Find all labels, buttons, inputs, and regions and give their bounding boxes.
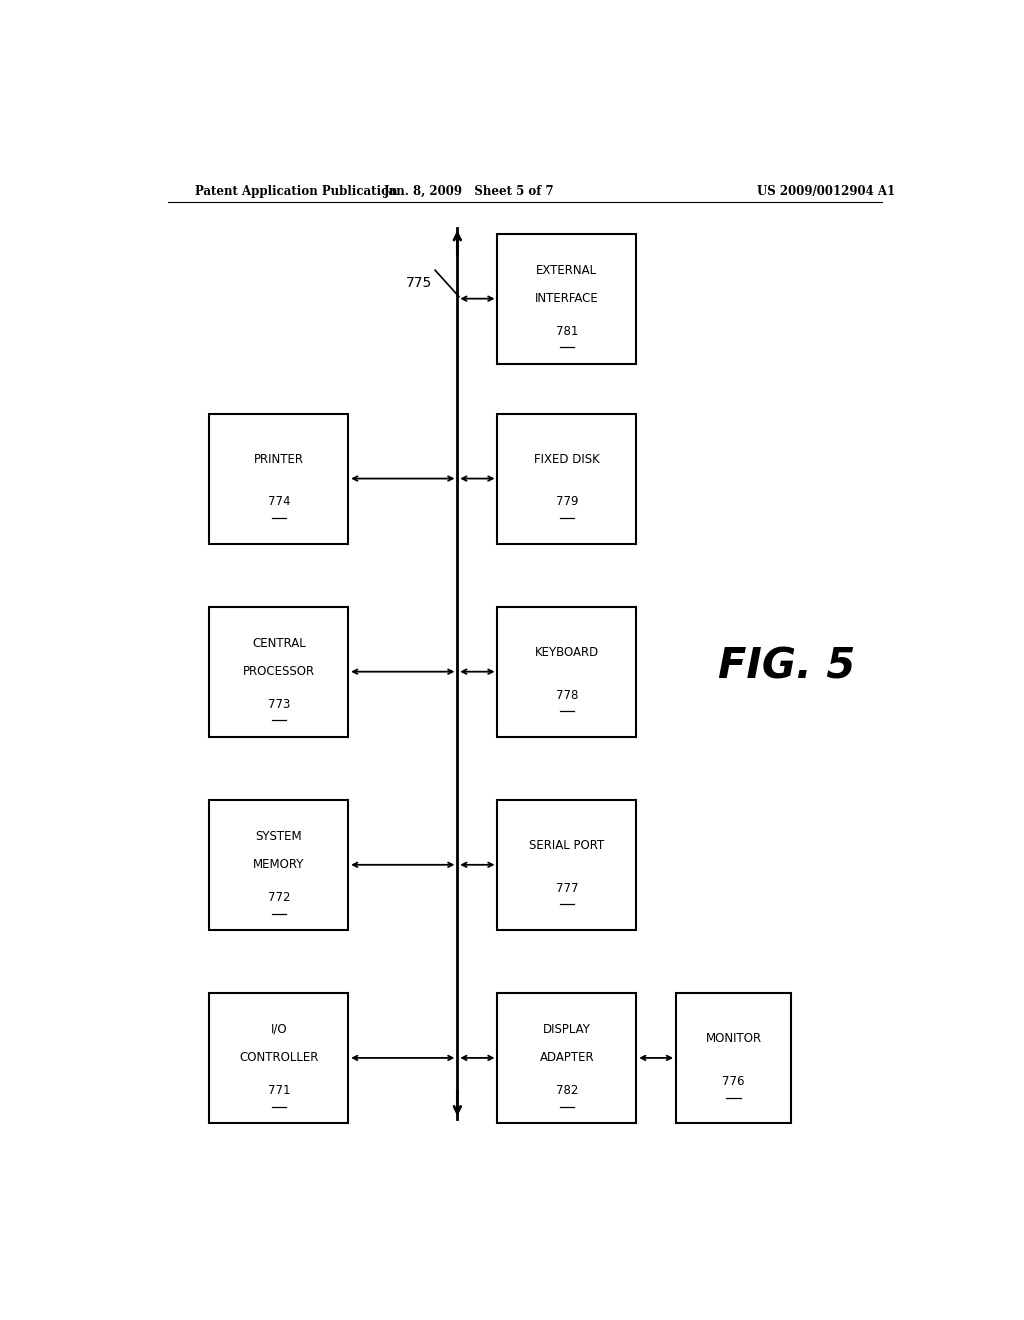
Text: FIXED DISK: FIXED DISK bbox=[534, 453, 600, 466]
Text: 782: 782 bbox=[556, 1084, 579, 1097]
Bar bbox=[498, 413, 636, 544]
Text: MEMORY: MEMORY bbox=[253, 858, 304, 871]
Text: PROCESSOR: PROCESSOR bbox=[243, 665, 314, 678]
Text: SERIAL PORT: SERIAL PORT bbox=[529, 838, 604, 851]
Text: ADAPTER: ADAPTER bbox=[540, 1052, 594, 1064]
Text: 779: 779 bbox=[556, 495, 579, 508]
Bar bbox=[676, 993, 792, 1123]
Text: EXTERNAL: EXTERNAL bbox=[537, 264, 597, 277]
Text: 773: 773 bbox=[267, 698, 290, 710]
Text: SYSTEM: SYSTEM bbox=[255, 830, 302, 842]
Text: PRINTER: PRINTER bbox=[254, 453, 304, 466]
Bar bbox=[209, 413, 348, 544]
Text: 774: 774 bbox=[267, 495, 290, 508]
Text: FIG. 5: FIG. 5 bbox=[718, 645, 855, 688]
Text: DISPLAY: DISPLAY bbox=[543, 1023, 591, 1036]
Text: CONTROLLER: CONTROLLER bbox=[239, 1052, 318, 1064]
Text: KEYBOARD: KEYBOARD bbox=[535, 645, 599, 659]
Text: 772: 772 bbox=[267, 891, 290, 904]
Text: Patent Application Publication: Patent Application Publication bbox=[196, 185, 398, 198]
Text: 771: 771 bbox=[267, 1084, 290, 1097]
Bar bbox=[498, 234, 636, 364]
Text: CENTRAL: CENTRAL bbox=[252, 636, 305, 649]
Text: MONITOR: MONITOR bbox=[706, 1032, 762, 1045]
Text: INTERFACE: INTERFACE bbox=[535, 292, 599, 305]
Text: 775: 775 bbox=[406, 276, 432, 290]
Text: 777: 777 bbox=[556, 882, 579, 895]
Bar bbox=[498, 607, 636, 737]
Text: 781: 781 bbox=[556, 325, 579, 338]
Bar bbox=[209, 607, 348, 737]
Text: 776: 776 bbox=[722, 1074, 744, 1088]
Bar bbox=[209, 800, 348, 929]
Text: I/O: I/O bbox=[270, 1023, 287, 1036]
Text: US 2009/0012904 A1: US 2009/0012904 A1 bbox=[758, 185, 895, 198]
Bar bbox=[498, 800, 636, 929]
Text: 778: 778 bbox=[556, 689, 579, 702]
Bar bbox=[498, 993, 636, 1123]
Text: Jan. 8, 2009   Sheet 5 of 7: Jan. 8, 2009 Sheet 5 of 7 bbox=[384, 185, 555, 198]
Bar bbox=[209, 993, 348, 1123]
